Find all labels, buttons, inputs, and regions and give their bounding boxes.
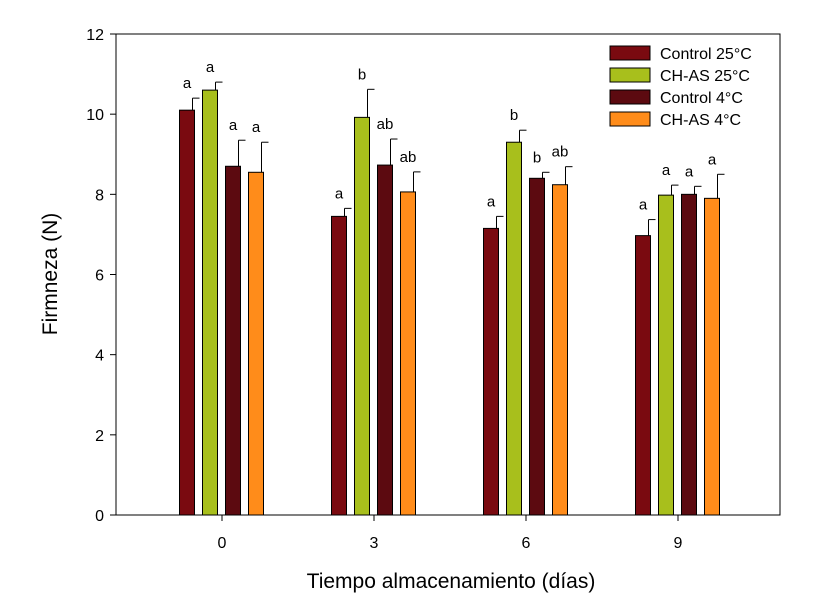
legend-swatch [609,45,651,61]
bar-ch-as-25-c-day-0 [202,89,218,516]
legend-label: CH-AS 4°C [660,112,741,129]
x-axis-title: Tiempo almacenamiento (días) [307,570,596,593]
y-tick-label: 10 [86,107,104,124]
y-tick-label: 0 [95,508,104,525]
legend-swatch [609,89,651,105]
y-tick-label: 4 [95,348,104,365]
significance-label: a [708,151,717,168]
significance-label: b [358,66,366,83]
y-tick-label: 8 [95,187,104,204]
bar-ch-as-4-c-day-6 [552,184,568,516]
bar-control-4-c-day-6 [529,177,545,516]
significance-label: a [662,162,671,179]
y-tick-label: 12 [86,27,104,44]
significance-label: a [335,185,344,202]
significance-label: a [252,119,261,136]
x-tick-label: 6 [522,535,531,552]
y-tick-label: 6 [95,268,104,285]
significance-label: a [639,197,648,214]
x-tick-label: 3 [370,535,379,552]
significance-label: a [487,193,496,210]
significance-label: a [183,75,192,92]
y-axis-title: Firmneza (N) [39,213,62,336]
legend: Control 25°C CH-AS 25°C Control 4°C CH-AS 4… [609,45,752,129]
significance-label: a [206,59,215,76]
legend-label: CH-AS 25°C [660,68,750,85]
significance-label: a [229,117,238,134]
legend-swatch [609,67,651,83]
legend-label: Control 4°C [660,90,743,107]
bar-control-25-c-day-0 [179,109,195,516]
bar-control-4-c-day-3 [377,164,393,516]
bar-ch-as-4-c-day-9 [704,197,720,516]
bar-control-25-c-day-6 [483,227,499,516]
significance-label: a [685,163,694,180]
significance-label: ab [400,149,417,166]
bar-control-4-c-day-9 [681,193,697,516]
significance-label: ab [377,116,394,133]
significance-label: b [533,149,541,166]
bar-ch-as-4-c-day-0 [248,171,264,516]
x-tick-label: 0 [218,535,227,552]
bar-control-4-c-day-0 [225,165,241,516]
x-tick-label: 9 [674,535,683,552]
significance-label: b [510,107,518,124]
y-tick-label: 2 [95,428,104,445]
significance-label: ab [552,144,569,161]
bar-ch-as-25-c-day-3 [354,116,370,516]
legend-label: Control 25°C [660,46,752,63]
bar-control-25-c-day-9 [635,235,651,516]
legend-swatch [609,111,651,127]
bar-control-25-c-day-3 [331,215,347,516]
bar-ch-as-25-c-day-6 [506,141,522,516]
bar-ch-as-25-c-day-9 [658,194,674,516]
axes-layer: 0 2 4 6 8 10 12 0 3 6 9 [86,27,682,552]
bar-ch-as-4-c-day-3 [400,191,416,516]
